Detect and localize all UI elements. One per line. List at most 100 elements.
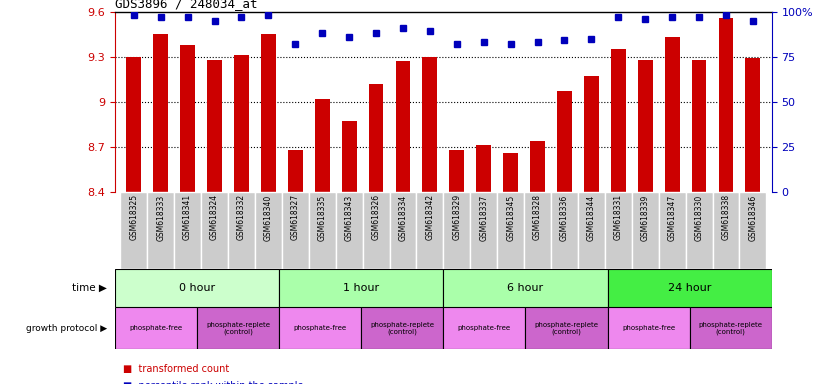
- Text: GSM618345: GSM618345: [506, 194, 515, 240]
- Bar: [336, 192, 363, 269]
- Bar: [638, 60, 653, 192]
- Bar: [470, 192, 498, 269]
- Bar: [423, 57, 438, 192]
- Bar: [745, 58, 760, 192]
- Text: 1 hour: 1 hour: [343, 283, 379, 293]
- Bar: [282, 192, 309, 269]
- Bar: [314, 99, 329, 192]
- Text: GDS3896 / 248034_at: GDS3896 / 248034_at: [115, 0, 258, 10]
- Bar: [126, 57, 141, 192]
- Text: phosphate-replete
(control): phosphate-replete (control): [370, 321, 434, 335]
- Text: GSM618342: GSM618342: [425, 194, 434, 240]
- Bar: [443, 307, 525, 349]
- Text: GSM618325: GSM618325: [129, 194, 138, 240]
- Bar: [605, 192, 632, 269]
- Bar: [611, 49, 626, 192]
- Text: ■  percentile rank within the sample: ■ percentile rank within the sample: [123, 381, 304, 384]
- Text: phosphate-replete
(control): phosphate-replete (control): [534, 321, 599, 335]
- Bar: [551, 192, 578, 269]
- Bar: [498, 192, 524, 269]
- Bar: [288, 150, 303, 192]
- Text: GSM618327: GSM618327: [291, 194, 300, 240]
- Text: GSM618331: GSM618331: [614, 194, 623, 240]
- Bar: [369, 84, 383, 192]
- Bar: [396, 61, 410, 192]
- Bar: [691, 60, 706, 192]
- Text: GSM618341: GSM618341: [183, 194, 192, 240]
- Text: GSM618333: GSM618333: [156, 194, 165, 240]
- Bar: [658, 192, 686, 269]
- Bar: [608, 307, 690, 349]
- Bar: [309, 192, 336, 269]
- Bar: [234, 55, 249, 192]
- Text: GSM618336: GSM618336: [560, 194, 569, 240]
- Bar: [690, 307, 772, 349]
- Text: phosphate-free: phosphate-free: [130, 325, 182, 331]
- Text: GSM618343: GSM618343: [345, 194, 354, 240]
- Bar: [530, 141, 545, 192]
- Text: GSM618339: GSM618339: [640, 194, 649, 240]
- Text: GSM618324: GSM618324: [210, 194, 219, 240]
- Bar: [416, 192, 443, 269]
- Text: GSM618335: GSM618335: [318, 194, 327, 240]
- Text: GSM618326: GSM618326: [372, 194, 381, 240]
- Bar: [181, 45, 195, 192]
- Text: GSM618328: GSM618328: [533, 194, 542, 240]
- Bar: [476, 146, 491, 192]
- Text: time ▶: time ▶: [72, 283, 107, 293]
- Text: GSM618340: GSM618340: [264, 194, 273, 240]
- Text: 24 hour: 24 hour: [668, 283, 711, 293]
- Bar: [147, 192, 174, 269]
- Text: GSM618347: GSM618347: [667, 194, 677, 240]
- Text: growth protocol ▶: growth protocol ▶: [25, 324, 107, 333]
- Bar: [524, 192, 551, 269]
- Bar: [228, 192, 255, 269]
- Bar: [389, 192, 416, 269]
- Bar: [665, 37, 680, 192]
- Bar: [608, 269, 772, 307]
- Text: 6 hour: 6 hour: [507, 283, 544, 293]
- Bar: [342, 121, 356, 192]
- Bar: [279, 269, 443, 307]
- Text: GSM618329: GSM618329: [452, 194, 461, 240]
- Text: GSM618330: GSM618330: [695, 194, 704, 240]
- Bar: [154, 34, 168, 192]
- Bar: [503, 153, 518, 192]
- Bar: [584, 76, 599, 192]
- Bar: [361, 307, 443, 349]
- Text: phosphate-replete
(control): phosphate-replete (control): [206, 321, 270, 335]
- Bar: [718, 18, 733, 192]
- Text: GSM618344: GSM618344: [587, 194, 596, 240]
- Bar: [557, 91, 572, 192]
- Text: phosphate-replete
(control): phosphate-replete (control): [699, 321, 763, 335]
- Text: GSM618334: GSM618334: [398, 194, 407, 240]
- Bar: [201, 192, 228, 269]
- Bar: [686, 192, 713, 269]
- Bar: [121, 192, 147, 269]
- Bar: [449, 150, 464, 192]
- Text: 0 hour: 0 hour: [179, 283, 215, 293]
- Bar: [525, 307, 608, 349]
- Text: ■  transformed count: ■ transformed count: [123, 364, 229, 374]
- Bar: [261, 34, 276, 192]
- Bar: [174, 192, 201, 269]
- Text: phosphate-free: phosphate-free: [458, 325, 511, 331]
- Bar: [443, 269, 608, 307]
- Bar: [207, 60, 222, 192]
- Bar: [115, 269, 279, 307]
- Bar: [115, 307, 197, 349]
- Bar: [197, 307, 279, 349]
- Bar: [632, 192, 658, 269]
- Bar: [740, 192, 766, 269]
- Text: GSM618337: GSM618337: [479, 194, 488, 240]
- Text: phosphate-free: phosphate-free: [622, 325, 675, 331]
- Bar: [255, 192, 282, 269]
- Text: GSM618346: GSM618346: [749, 194, 758, 240]
- Bar: [363, 192, 389, 269]
- Text: GSM618332: GSM618332: [237, 194, 246, 240]
- Bar: [578, 192, 605, 269]
- Text: phosphate-free: phosphate-free: [294, 325, 346, 331]
- Text: GSM618338: GSM618338: [722, 194, 731, 240]
- Bar: [713, 192, 740, 269]
- Bar: [443, 192, 470, 269]
